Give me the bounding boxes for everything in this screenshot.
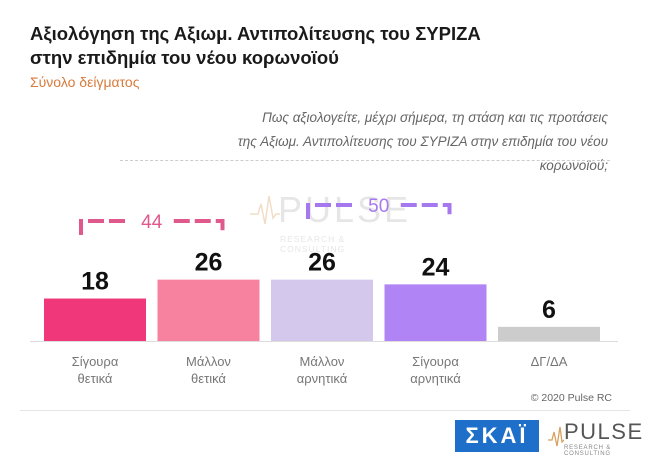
- bar-value-label-4: 24: [422, 253, 450, 281]
- category-label-2-line-2: θετικά: [191, 371, 226, 386]
- bracket-label-1: 44: [141, 212, 163, 233]
- category-label-1-line-1: Σίγουρα: [72, 354, 119, 369]
- category-label-3-line-2: αρνητικά: [297, 371, 348, 386]
- watermark-pulse-wave-icon: [250, 195, 280, 225]
- chart-subtitle: Σύνολο δείγματος: [30, 74, 140, 90]
- bar-2: [157, 279, 260, 341]
- bar-value-label-3: 26: [308, 249, 336, 277]
- category-label-3-line-1: Μάλλον: [300, 354, 345, 369]
- survey-question: Πως αξιολογείτε, μέχρι σήμερα, τη στάση …: [168, 106, 608, 178]
- bracket-label-2: 50: [368, 196, 389, 217]
- copyright-text: © 2020 Pulse RC: [530, 392, 612, 404]
- bracket-1: [79, 219, 225, 235]
- pulse-watermark: PULSE RESEARCH & CONSULTING: [250, 190, 410, 260]
- chart-title-line1: Αξιολόγηση της Αξιωμ. Αντιπολίτευσης του…: [30, 23, 481, 44]
- bar-1: [44, 298, 146, 341]
- category-label-4-line-2: αρνητικά: [410, 371, 461, 386]
- skai-logo: ΣΚΑΪ: [455, 420, 539, 452]
- pulse-logo-text: PULSE: [564, 419, 644, 444]
- bar-value-label-1: 18: [81, 268, 109, 296]
- category-label-4-line-1: Σίγουρα: [412, 354, 459, 369]
- survey-question-line2: της Αξιωμ. Αντιπολίτευσης του ΣΥΡΙΖΑ στη…: [237, 134, 608, 173]
- watermark-subtext: RESEARCH & CONSULTING: [280, 234, 346, 254]
- category-label-5-line-1: ΔΓ/ΔΑ: [531, 354, 568, 369]
- watermark-text: PULSE: [278, 189, 412, 230]
- chart-title-line2: στην επιδημία του νέου κορωνοϊού: [30, 47, 339, 68]
- pulse-logo-subtext: RESEARCH & CONSULTING: [564, 445, 612, 457]
- bar-3: [271, 279, 373, 341]
- footer-divider: [20, 410, 630, 411]
- survey-question-line1: Πως αξιολογείτε, μέχρι σήμερα, τη στάση …: [262, 110, 608, 125]
- category-label-1-line-2: θετικά: [78, 371, 113, 386]
- chart-category-labels: Σίγουρα θετικά Μάλλον θετικά Μάλλον αρνητικά Σ…: [72, 354, 568, 386]
- bar-4: [384, 284, 487, 341]
- question-divider: [120, 160, 610, 161]
- bar-value-label-2: 26: [195, 249, 223, 277]
- category-label-2-line-1: Μάλλον: [186, 354, 231, 369]
- pulse-logo: PULSE RESEARCH & CONSULTING: [548, 418, 642, 457]
- chart-brackets: 44 50: [79, 196, 452, 235]
- pulse-wave-icon: [548, 426, 564, 447]
- bar-5: [498, 326, 600, 341]
- bar-value-label-5: 6: [542, 296, 556, 324]
- bar-chart: 18 26 26 24 6 44 50 Σίγουρα θετικά Μάλλον θετικά…: [30, 196, 618, 386]
- bracket-2: [306, 203, 452, 219]
- chart-bars: 18 26 26 24 6: [44, 249, 600, 341]
- chart-title: Αξιολόγηση της Αξιωμ. Αντιπολίτευσης του…: [30, 22, 481, 70]
